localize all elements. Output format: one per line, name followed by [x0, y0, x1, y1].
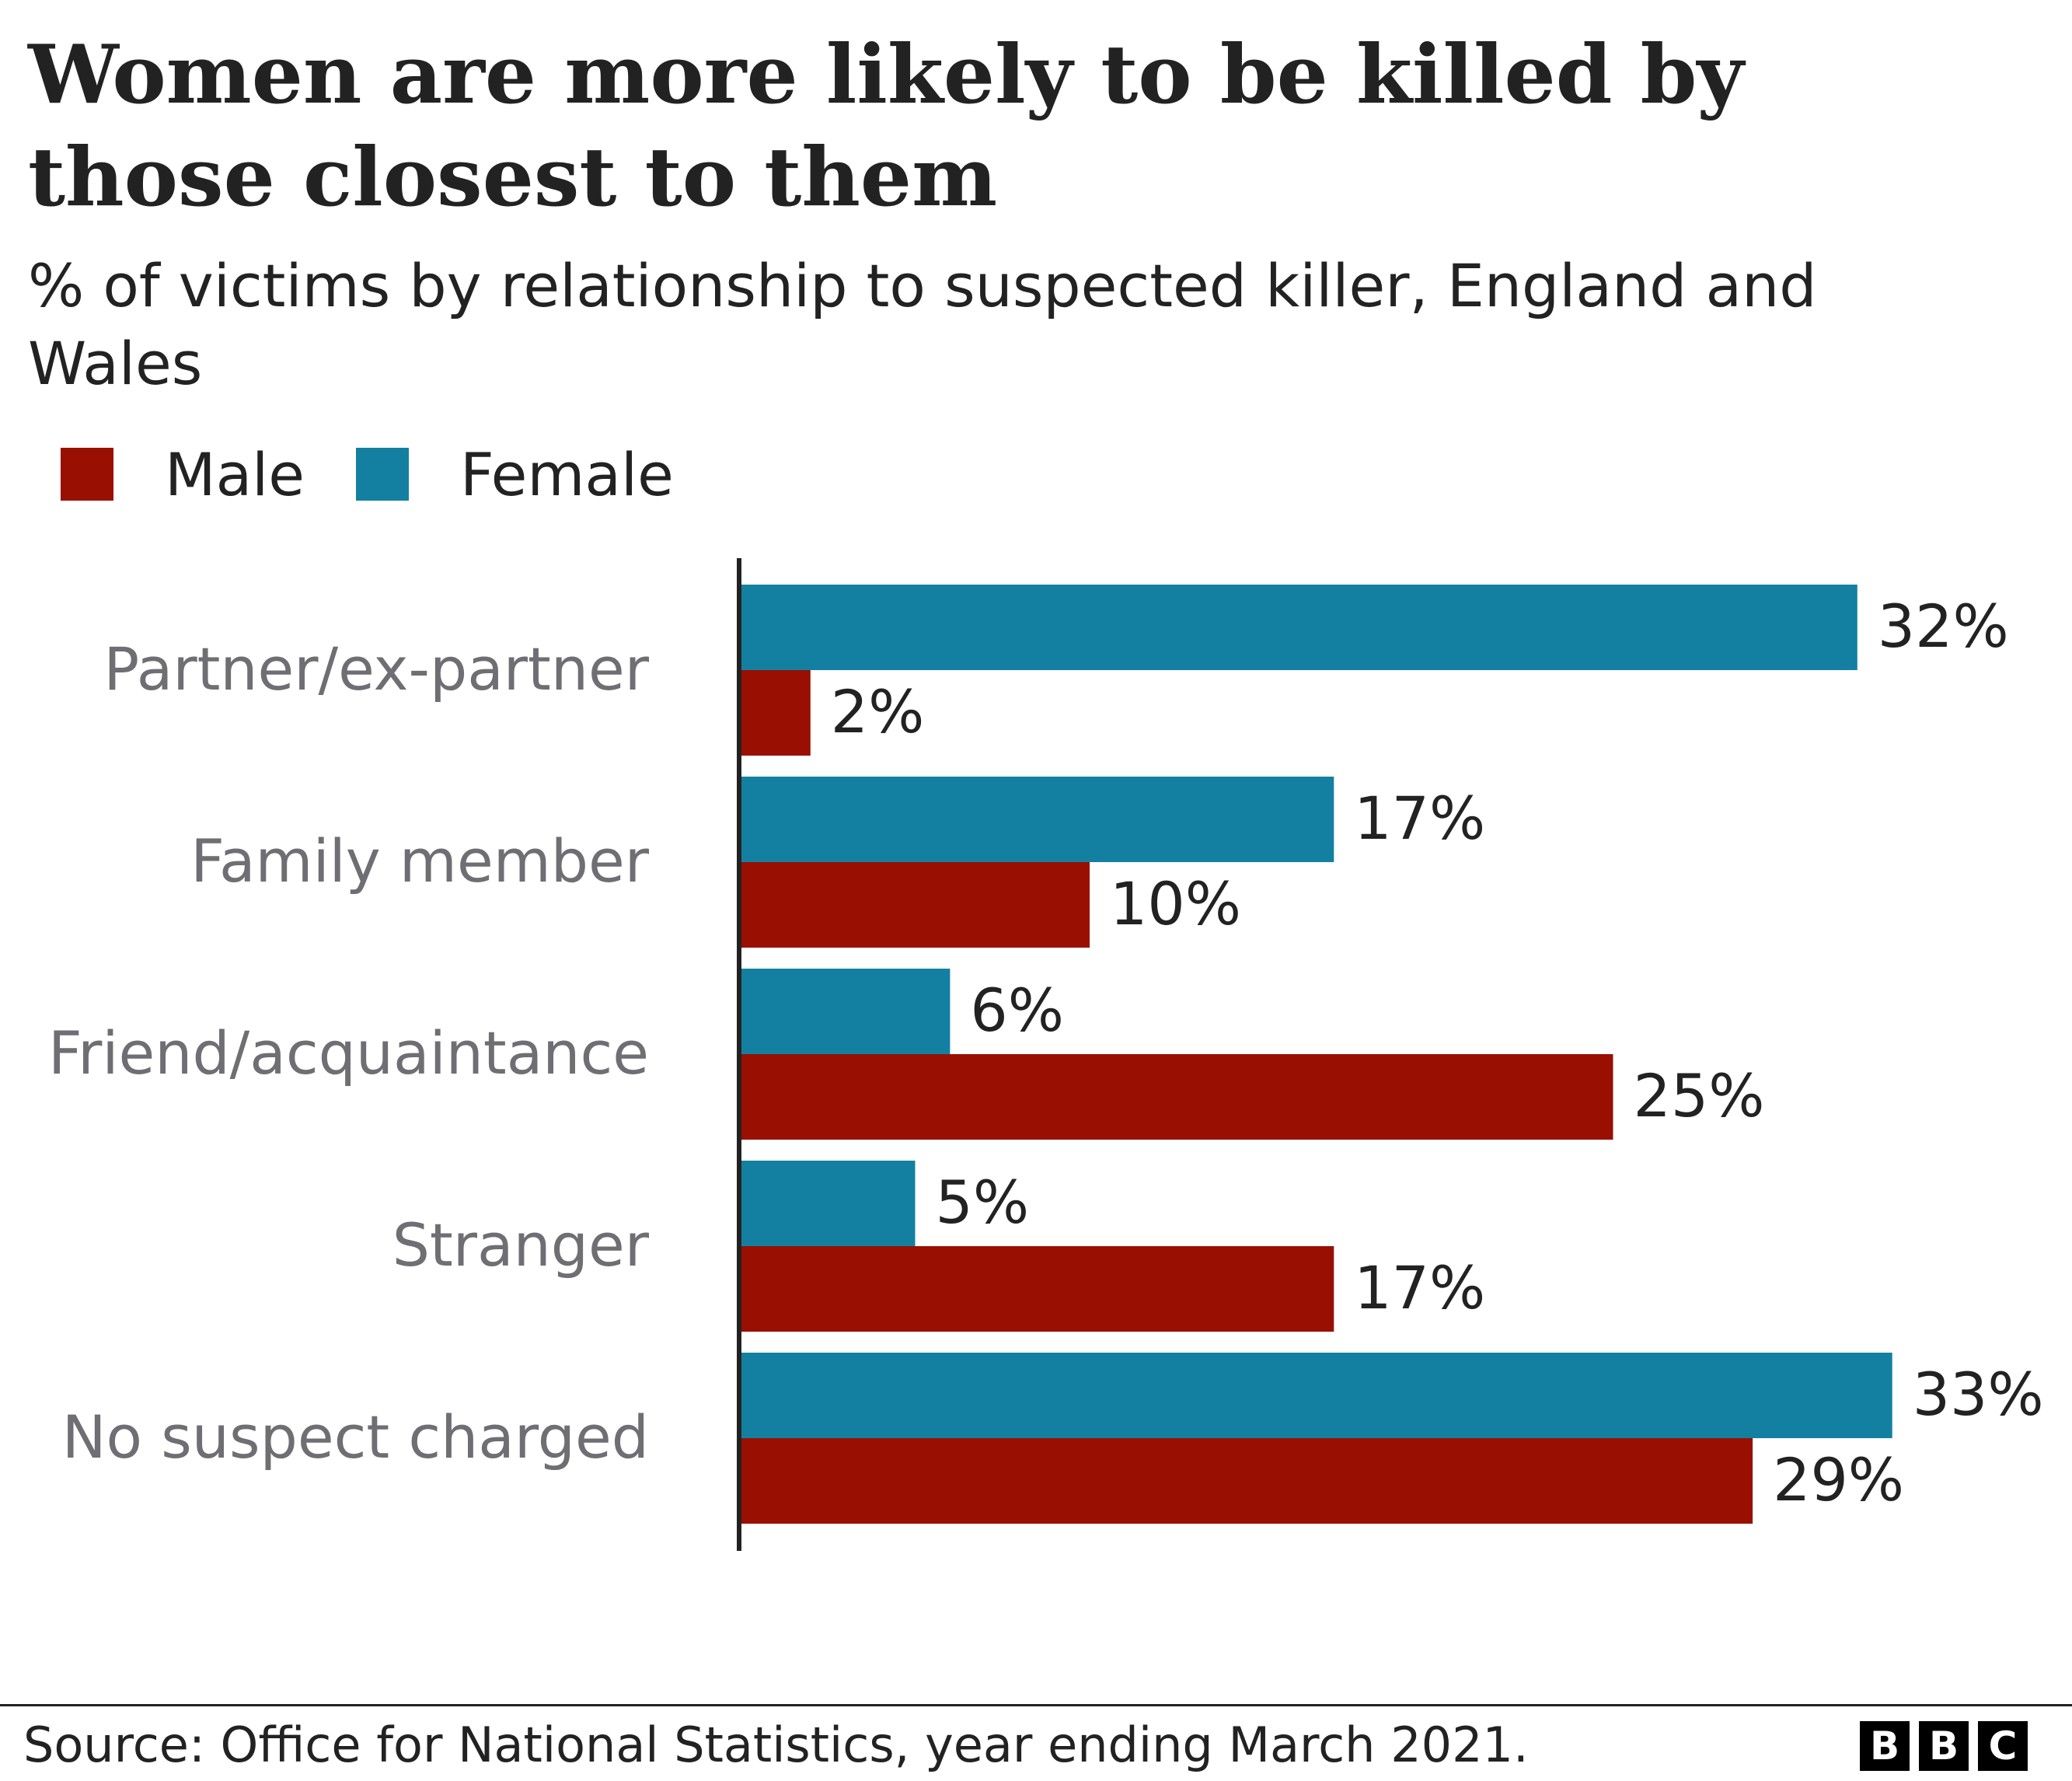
bar-female — [741, 1161, 916, 1246]
bar-female — [741, 1353, 1892, 1438]
bar-female — [741, 969, 951, 1054]
data-label: 25% — [1634, 1061, 1765, 1130]
footer-divider — [0, 1704, 2072, 1706]
data-label: 2% — [831, 677, 925, 746]
data-label: 32% — [1878, 592, 2009, 661]
bar-male — [741, 670, 811, 756]
bar-female — [741, 585, 1857, 670]
bbc-logo: B B C — [1860, 1721, 2028, 1771]
category-label: Family member — [190, 826, 650, 896]
category-label: Stranger — [392, 1210, 650, 1280]
category-label: Friend/acquaintance — [48, 1018, 649, 1088]
bar-female — [741, 777, 1334, 862]
legend-swatch-male — [61, 448, 113, 501]
data-label: 33% — [1913, 1360, 2044, 1429]
chart-title: Women are more likely to be killed by th… — [28, 26, 1744, 225]
legend-label-female: Female — [460, 439, 674, 509]
data-label: 10% — [1110, 869, 1241, 938]
legend: Male Female — [61, 439, 725, 509]
bar-male — [741, 1438, 1753, 1524]
chart-subtitle: % of victims by relationship to suspecte… — [28, 251, 1817, 398]
data-label: 6% — [970, 976, 1064, 1045]
data-label: 17% — [1354, 1253, 1485, 1322]
category-label: Partner/ex-partner — [103, 634, 649, 704]
bbc-logo-letter: B — [1860, 1721, 1910, 1771]
bar-male — [741, 1246, 1334, 1332]
category-label: No suspect charged — [62, 1402, 649, 1472]
data-label: 5% — [936, 1168, 1030, 1237]
bar-chart: Partner/ex-partner 32% 2% Family member 17% 1… — [48, 558, 2044, 1551]
data-label: 17% — [1354, 784, 1485, 853]
bbc-logo-letter: B — [1919, 1721, 1969, 1771]
bar-male — [741, 1054, 1613, 1140]
source-note: Source: Office for National Statistics, … — [23, 1716, 1529, 1773]
legend-label-male: Male — [165, 439, 305, 509]
data-label: 29% — [1773, 1445, 1904, 1514]
bbc-logo-letter: C — [1978, 1721, 2028, 1771]
bar-male — [741, 862, 1090, 948]
legend-swatch-female — [356, 448, 410, 501]
